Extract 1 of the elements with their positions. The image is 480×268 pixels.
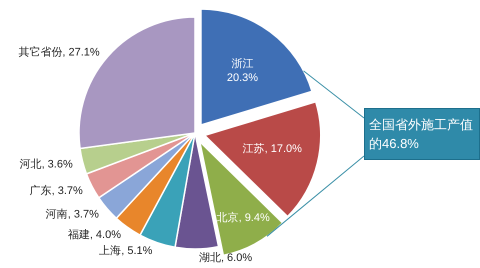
annotation: 全国省外施工产值的46.8% (364, 108, 480, 160)
